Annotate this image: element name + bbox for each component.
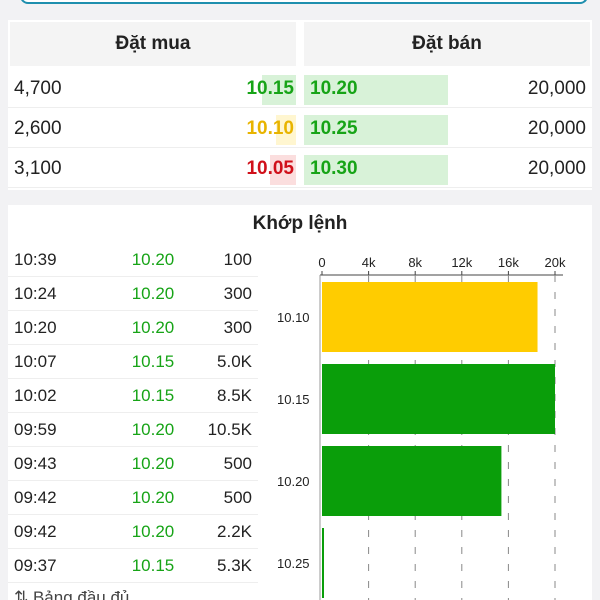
price-volume-chart: 0 4k 8k 12k 16k 20k 10.10 10.15 10.20 10.25 (277, 255, 566, 600)
buy-price[interactable]: 10.05 (246, 158, 294, 179)
y-tick-label: 10.25 (277, 556, 310, 571)
trade-row: 10:02 10.15 8.5K (8, 379, 258, 413)
buy-price-highlight (262, 75, 296, 105)
trade-time: 09:42 (14, 488, 57, 507)
bar-10.10 (322, 282, 538, 352)
order-book: Đặt mua Đặt bán 4,700 10.15 10.20 20,000… (8, 20, 592, 190)
trade-time: 10:20 (14, 318, 57, 337)
trade-time: 10:07 (14, 352, 57, 371)
trade-volume: 2.2K (217, 522, 252, 541)
trade-time: 09:37 (14, 556, 57, 575)
sell-price-highlight (304, 115, 448, 145)
trade-price: 10.15 (131, 352, 175, 371)
trade-volume: 300 (223, 318, 252, 337)
trade-price: 10.20 (131, 522, 175, 541)
buy-price[interactable]: 10.10 (246, 118, 294, 139)
y-tick-label: 10.15 (277, 392, 310, 407)
trade-price: 10.20 (131, 318, 175, 337)
x-tick-label: 16k (498, 255, 519, 270)
full-table-link[interactable]: ⇅ Bảng đầu đủ (14, 588, 130, 600)
trade-row: 09:42 10.20 2.2K (8, 515, 258, 549)
bar-10.25 (322, 528, 324, 598)
buy-price-highlight (276, 115, 296, 145)
sell-price[interactable]: 10.30 (310, 158, 358, 179)
trade-time: 10:39 (14, 250, 57, 269)
order-book-row: 3,100 10.05 10.30 20,000 (8, 150, 592, 188)
buy-header: Đặt mua (10, 22, 296, 66)
trade-volume: 500 (223, 488, 252, 507)
trade-volume: 5.0K (217, 352, 252, 371)
trade-price: 10.20 (131, 284, 175, 303)
bar-10.15 (322, 364, 555, 434)
trade-row: 10:07 10.15 5.0K (8, 345, 258, 379)
trade-volume: 100 (223, 250, 252, 269)
trade-row: 09:59 10.20 10.5K (8, 413, 258, 447)
sell-price[interactable]: 10.20 (310, 78, 358, 99)
trade-price: 10.20 (131, 250, 175, 269)
trade-time: 09:43 (14, 454, 57, 473)
sell-price[interactable]: 10.25 (310, 118, 358, 139)
trade-volume: 8.5K (217, 386, 252, 405)
buy-price[interactable]: 10.15 (246, 78, 294, 99)
x-tick-label: 4k (362, 255, 376, 270)
buy-price-highlight (270, 155, 296, 185)
top-tab-strip (20, 0, 588, 4)
x-tick-label: 20k (545, 255, 566, 270)
trade-price: 10.20 (131, 488, 175, 507)
sell-quantity: 20,000 (527, 118, 586, 139)
trade-price: 10.20 (131, 420, 175, 439)
trade-volume: 10.5K (207, 420, 252, 439)
matched-orders-panel: Khớp lệnh 10:39 10.20 100 10:24 10.20 300 10:2… (8, 205, 592, 600)
x-tick-label: 8k (408, 255, 422, 270)
y-tick-label: 10.20 (277, 474, 310, 489)
trade-time: 09:59 (14, 420, 57, 439)
trade-time: 10:24 (14, 284, 57, 303)
matched-orders-title: Khớp lệnh (252, 213, 348, 234)
trade-time: 09:42 (14, 522, 57, 541)
trade-row: 09:37 10.15 5.3K (8, 549, 258, 583)
trade-row: 10:39 10.20 100 (8, 243, 258, 277)
x-tick-label: 12k (451, 255, 472, 270)
buy-quantity: 2,600 (14, 118, 62, 139)
trade-row: 09:42 10.20 500 (8, 481, 258, 515)
trade-price: 10.15 (131, 386, 175, 405)
sell-quantity: 20,000 (527, 78, 586, 99)
bar-10.20 (322, 446, 502, 516)
trade-price: 10.15 (131, 556, 175, 575)
y-tick-label: 10.10 (277, 310, 310, 325)
buy-quantity: 4,700 (14, 78, 62, 99)
trade-volume: 5.3K (217, 556, 252, 575)
order-book-row: 2,600 10.10 10.25 20,000 (8, 110, 592, 148)
trade-time: 10:02 (14, 386, 57, 405)
trade-row: 09:43 10.20 500 (8, 447, 258, 481)
trade-row: 10:20 10.20 300 (8, 311, 258, 345)
order-book-row: 4,700 10.15 10.20 20,000 (8, 70, 592, 108)
trade-row: 10:24 10.20 300 (8, 277, 258, 311)
trade-volume: 300 (223, 284, 252, 303)
trade-volume: 500 (223, 454, 252, 473)
trade-price: 10.20 (131, 454, 175, 473)
sell-price-highlight (304, 75, 448, 105)
x-tick-label: 0 (318, 255, 325, 270)
buy-quantity: 3,100 (14, 158, 62, 179)
sell-quantity: 20,000 (527, 158, 586, 179)
sell-price-highlight (304, 155, 448, 185)
sell-header: Đặt bán (304, 22, 590, 66)
